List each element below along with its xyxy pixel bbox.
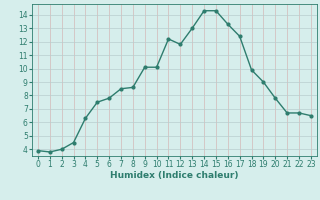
X-axis label: Humidex (Indice chaleur): Humidex (Indice chaleur) xyxy=(110,171,239,180)
